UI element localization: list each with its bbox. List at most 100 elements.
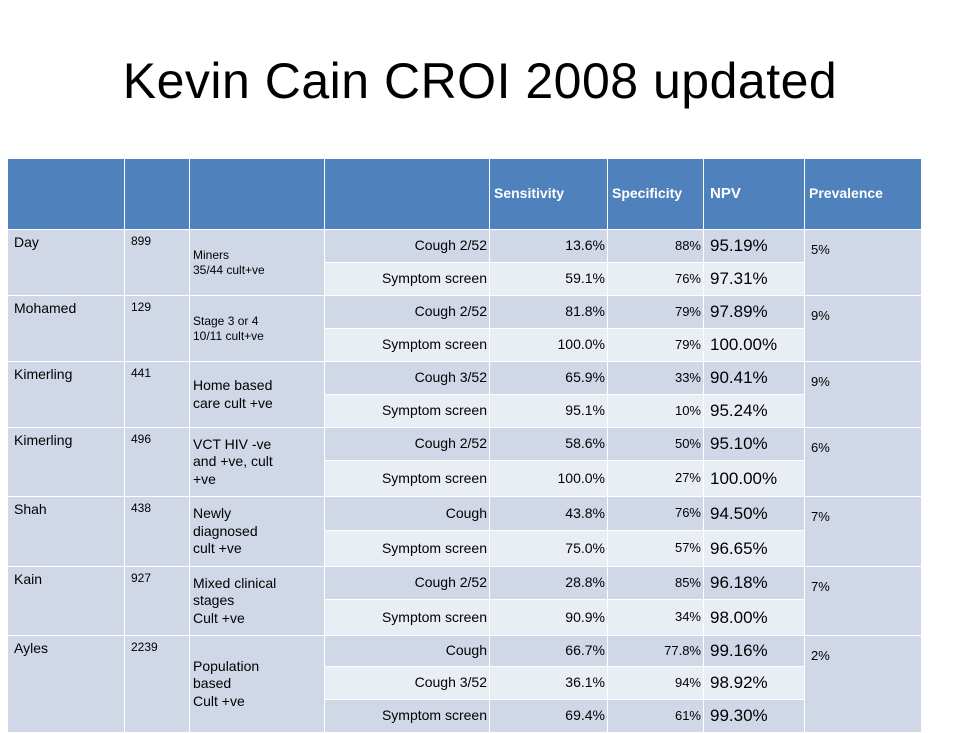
sensitivity-cell: 95.1% — [489, 394, 608, 428]
author-cell: Shah — [7, 496, 125, 567]
screen-cell: Cough 2/52 — [324, 229, 490, 263]
npv-cell: 95.24% — [703, 394, 805, 428]
npv-cell: 97.31% — [703, 262, 805, 296]
screen-cell: Symptom screen — [324, 328, 490, 362]
sensitivity-cell: 43.8% — [489, 496, 608, 531]
prevalence-cell: 9% — [804, 361, 922, 428]
specificity-cell: 34% — [607, 599, 704, 636]
prevalence-cell: 7% — [804, 496, 922, 567]
sensitivity-cell: 66.7% — [489, 635, 608, 667]
sensitivity-cell: 100.0% — [489, 328, 608, 362]
screen-cell: Symptom screen — [324, 699, 490, 733]
sample-size-cell: 899 — [124, 229, 190, 296]
npv-cell: 95.10% — [703, 427, 805, 461]
population-cell: Population based Cult +ve — [189, 635, 325, 733]
npv-cell: 96.18% — [703, 566, 805, 600]
screen-cell: Symptom screen — [324, 460, 490, 497]
specificity-cell: 10% — [607, 394, 704, 428]
sample-size-cell: 129 — [124, 295, 190, 362]
screen-cell: Symptom screen — [324, 599, 490, 636]
sensitivity-cell: 100.0% — [489, 460, 608, 497]
table-row: Kimerling 441 Home based care cult +ve Coug… — [7, 361, 922, 428]
population-cell: Home based care cult +ve — [189, 361, 325, 428]
author-cell: Mohamed — [7, 295, 125, 362]
screen-cell: Symptom screen — [324, 262, 490, 296]
screen-cell: Symptom screen — [324, 530, 490, 567]
sensitivity-cell: 69.4% — [489, 699, 608, 733]
npv-cell: 100.00% — [703, 460, 805, 497]
sensitivity-cell: 59.1% — [489, 262, 608, 296]
table-row: Symptom screen 59.1% 76% 97.31% — [8, 262, 922, 296]
npv-cell: 98.92% — [703, 666, 805, 700]
specificity-cell: 94% — [607, 666, 704, 700]
header-npv: NPV — [703, 158, 805, 230]
sensitivity-cell: 58.6% — [489, 427, 608, 461]
prevalence-cell: 6% — [804, 427, 922, 497]
table-row: Symptom screen 100.0% 79% 100.00% — [8, 328, 922, 362]
author-cell: Kimerling — [7, 427, 125, 497]
table-row: Symptom screen 90.9% 34% 98.00% — [8, 599, 922, 636]
specificity-cell: 88% — [607, 229, 704, 263]
npv-cell: 97.89% — [703, 295, 805, 329]
npv-cell: 99.16% — [703, 635, 805, 667]
author-cell: Day — [7, 229, 125, 296]
author-cell: Kain — [7, 566, 125, 636]
author-cell: Ayles — [7, 635, 125, 733]
header-sensitivity: Sensitivity — [489, 158, 608, 230]
specificity-cell: 79% — [607, 295, 704, 329]
table-row: Shah 438 Newly diagnosed cult +ve Cough 43.8… — [7, 496, 922, 567]
header-cell — [324, 158, 490, 230]
sensitivity-cell: 75.0% — [489, 530, 608, 567]
specificity-cell: 33% — [607, 361, 704, 395]
population-cell: VCT HIV -ve and +ve, cult +ve — [189, 427, 325, 497]
npv-cell: 90.41% — [703, 361, 805, 395]
npv-cell: 94.50% — [703, 496, 805, 531]
sample-size-cell: 438 — [124, 496, 190, 567]
npv-cell: 100.00% — [703, 328, 805, 362]
screen-cell: Cough 2/52 — [324, 295, 490, 329]
specificity-cell: 76% — [607, 262, 704, 296]
header-row: Sensitivity Specificity NPV Prevalence — [7, 158, 922, 230]
screen-cell: Cough — [324, 635, 490, 667]
sensitivity-cell: 28.8% — [489, 566, 608, 600]
table-row: Symptom screen 100.0% 27% 100.00% — [8, 460, 922, 497]
specificity-cell: 50% — [607, 427, 704, 461]
specificity-cell: 77.8% — [607, 635, 704, 667]
npv-cell: 99.30% — [703, 699, 805, 733]
sample-size-cell: 927 — [124, 566, 190, 636]
results-table: Sensitivity Specificity NPV Prevalence D… — [7, 158, 922, 733]
screen-cell: Cough 2/52 — [324, 566, 490, 600]
screen-cell: Cough 3/52 — [324, 666, 490, 700]
population-cell: Newly diagnosed cult +ve — [189, 496, 325, 567]
population-cell: Mixed clinical stages Cult +ve — [189, 566, 325, 636]
specificity-cell: 57% — [607, 530, 704, 567]
sample-size-cell: 496 — [124, 427, 190, 497]
population-cell: Miners 35/44 cult+ve — [189, 229, 325, 296]
screen-cell: Cough — [324, 496, 490, 531]
sensitivity-cell: 90.9% — [489, 599, 608, 636]
prevalence-cell: 7% — [804, 566, 922, 636]
header-prevalence: Prevalence — [804, 158, 922, 230]
specificity-cell: 85% — [607, 566, 704, 600]
specificity-cell: 27% — [607, 460, 704, 497]
prevalence-cell: 2% — [804, 635, 922, 733]
npv-cell: 98.00% — [703, 599, 805, 636]
table-row: Day 899 Miners 35/44 cult+ve Cough 2/52 13.6… — [7, 229, 922, 296]
sensitivity-cell: 13.6% — [489, 229, 608, 263]
specificity-cell: 76% — [607, 496, 704, 531]
prevalence-cell: 9% — [804, 295, 922, 362]
sensitivity-cell: 65.9% — [489, 361, 608, 395]
npv-cell: 96.65% — [703, 530, 805, 567]
screen-cell: Cough 2/52 — [324, 427, 490, 461]
author-cell: Kimerling — [7, 361, 125, 428]
screen-cell: Symptom screen — [324, 394, 490, 428]
table-row: Kain 927 Mixed clinical stages Cult +ve Cou… — [7, 566, 922, 636]
header-cell — [124, 158, 190, 230]
specificity-cell: 61% — [607, 699, 704, 733]
sample-size-cell: 441 — [124, 361, 190, 428]
specificity-cell: 79% — [607, 328, 704, 362]
sensitivity-cell: 81.8% — [489, 295, 608, 329]
prevalence-cell: 5% — [804, 229, 922, 296]
table-row: Cough 3/52 36.1% 94% 98.92% — [8, 666, 922, 700]
table-row: Kimerling 496 VCT HIV -ve and +ve, cult +v… — [7, 427, 922, 497]
